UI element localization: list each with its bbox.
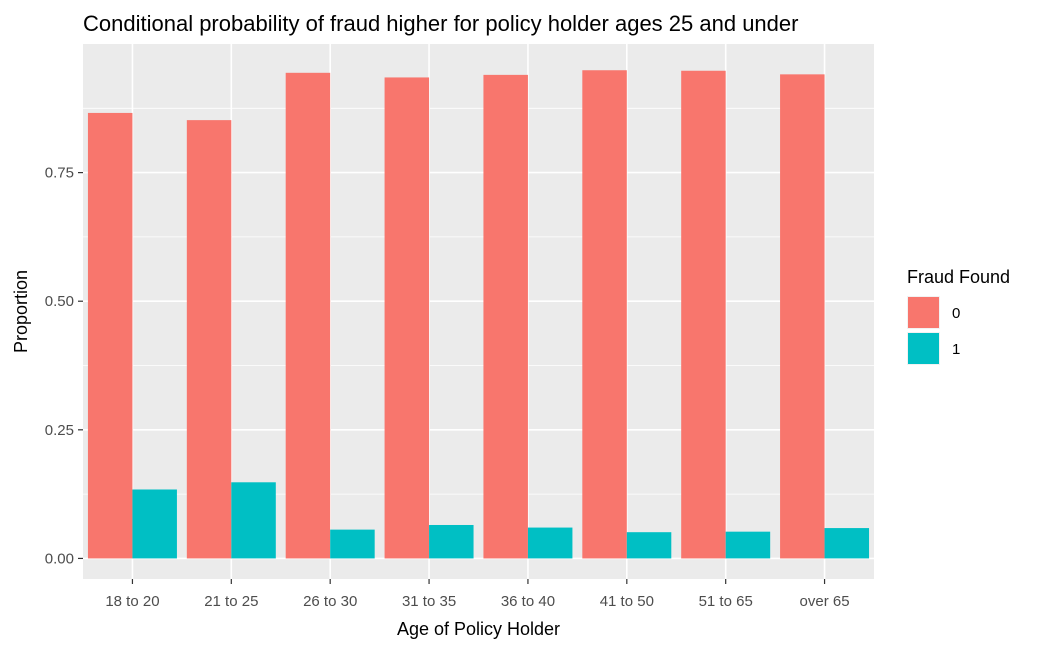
bar-fraud-1-4 [429, 524, 474, 559]
bar-fraud-1-5 [527, 527, 573, 559]
legend-swatch-1 [908, 333, 939, 364]
legend-label-1: 1 [952, 341, 960, 358]
y-tick-label: 0.50 [45, 293, 74, 310]
bar-fraud-1-1 [132, 489, 177, 559]
y-tick-label: 0.75 [45, 165, 74, 182]
chart-title: Conditional probability of fraud higher … [83, 11, 798, 36]
y-axis: 0.00 0.25 0.50 0.75 [45, 165, 83, 567]
bar-fraud-1-3 [330, 529, 375, 559]
bar-fraud-0-6 [582, 70, 627, 559]
legend-label-0: 0 [952, 305, 960, 322]
bar-fraud-1-2 [231, 482, 276, 559]
x-axis-title: Age of Policy Holder [397, 619, 560, 639]
legend: Fraud Found 0 1 [907, 267, 1010, 365]
x-tick-label: 18 to 20 [105, 593, 159, 610]
x-tick-label: 41 to 50 [600, 593, 654, 610]
x-tick-label: over 65 [800, 593, 850, 610]
bar-fraud-0-4 [384, 77, 430, 559]
bar-fraud-0-7 [681, 70, 726, 559]
bar-fraud-1-8 [824, 528, 870, 559]
bar-fraud-0-8 [780, 74, 825, 559]
legend-swatch-0 [908, 297, 939, 328]
y-axis-title: Proportion [11, 270, 31, 353]
bar-fraud-1-7 [725, 531, 771, 559]
x-tick-label: 36 to 40 [501, 593, 555, 610]
bars [87, 70, 870, 559]
bar-fraud-0-3 [285, 72, 331, 559]
legend-title: Fraud Found [907, 267, 1010, 287]
y-tick-label: 0.00 [45, 550, 74, 567]
bar-fraud-0-2 [186, 120, 232, 559]
x-axis: 18 to 20 21 to 25 26 to 30 31 to 35 36 to 40… [105, 579, 850, 610]
x-tick-label: 26 to 30 [303, 593, 357, 610]
y-tick-label: 0.25 [45, 422, 74, 439]
bar-fraud-0-1 [87, 112, 133, 559]
bar-fraud-0-5 [483, 74, 528, 559]
x-tick-label: 51 to 65 [699, 593, 753, 610]
x-tick-label: 21 to 25 [204, 593, 258, 610]
bar-fraud-1-6 [626, 532, 672, 559]
x-tick-label: 31 to 35 [402, 593, 456, 610]
